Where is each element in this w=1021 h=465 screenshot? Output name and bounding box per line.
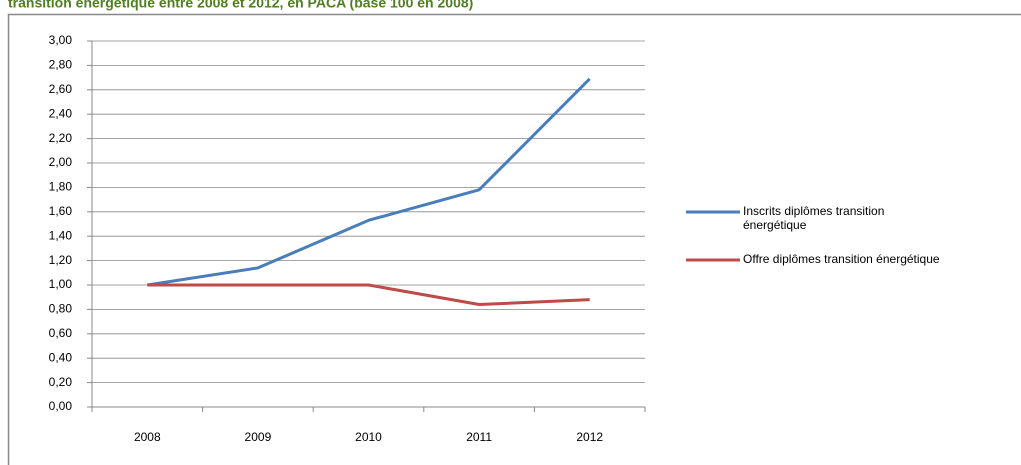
series-line (147, 77, 591, 287)
y-tick-label: 1,60 (49, 204, 73, 218)
y-tick-label: 1,00 (49, 277, 73, 291)
y-tick-label: 2,40 (49, 106, 73, 120)
y-tick-label: 0,00 (49, 399, 73, 413)
chart-title: transition énergétique entre 2008 et 201… (8, 0, 473, 11)
y-tick-label: 2,00 (49, 155, 73, 169)
x-tick-label: 2010 (355, 430, 382, 444)
legend-item: Inscrits diplômes transition énergétique (743, 204, 885, 232)
legend-label: Offre diplômes transition énergétique (743, 252, 940, 266)
series-line (147, 283, 590, 307)
y-tick-label: 2,60 (49, 82, 73, 96)
y-tick-label: 1,40 (49, 228, 73, 242)
y-tick-label: 2,20 (49, 131, 73, 145)
legend-item: Offre diplômes transition énergétique (743, 252, 940, 266)
y-tick-label: 0,80 (49, 302, 73, 316)
x-tick-label: 2009 (245, 430, 272, 444)
y-tick-label: 1,80 (49, 180, 73, 194)
y-tick-label: 0,40 (49, 350, 73, 364)
y-tick-label: 0,20 (49, 375, 73, 389)
y-tick-label: 2,80 (49, 58, 73, 72)
y-tick-label: 3,00 (49, 33, 73, 47)
x-tick-label: 2011 (466, 430, 492, 444)
x-tick-label: 2008 (134, 430, 161, 444)
x-tick-label: 2012 (576, 430, 603, 444)
legend-label: Inscrits diplômes transition énergétique (743, 204, 885, 232)
y-tick-label: 0,60 (49, 326, 73, 340)
y-tick-label: 1,20 (49, 253, 73, 267)
